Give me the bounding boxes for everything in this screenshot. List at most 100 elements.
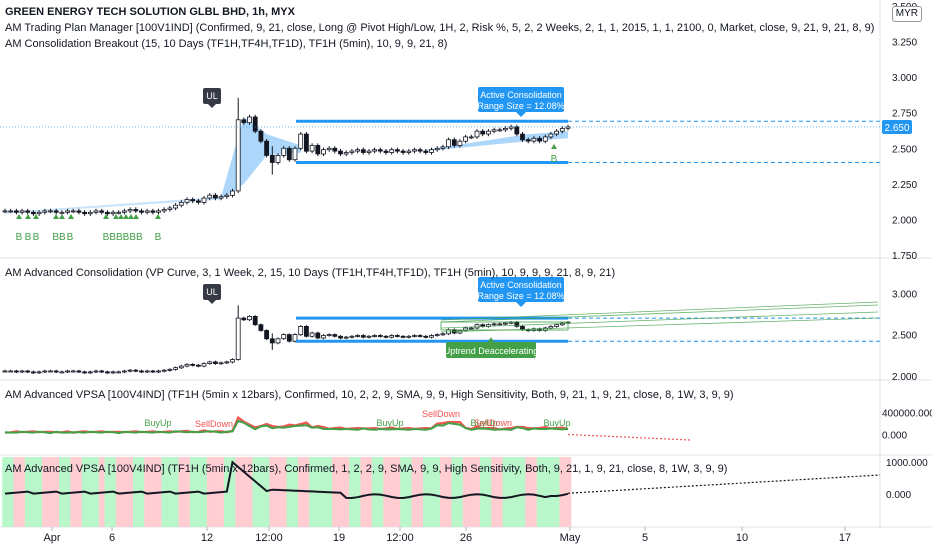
candle-body xyxy=(349,335,355,338)
candle-body xyxy=(195,364,201,367)
candle-body xyxy=(212,194,218,199)
candle-body xyxy=(25,370,31,373)
oscillator-bg-cell xyxy=(263,457,270,527)
candle-body xyxy=(105,371,110,374)
candle-body xyxy=(76,370,82,373)
vpsa-signal-label: BuyUp xyxy=(543,418,570,428)
candle-body xyxy=(292,147,298,161)
candle-body xyxy=(30,211,36,215)
oscillator-bg-cell xyxy=(36,457,43,527)
candle-body xyxy=(42,210,48,213)
candle-body xyxy=(531,137,537,142)
oscillator-bg-cell xyxy=(343,457,350,527)
oscillator-bg-cell xyxy=(64,457,71,527)
ul-marker xyxy=(203,284,221,300)
price-axis-tick: 3.000 xyxy=(892,73,917,84)
oscillator-bg-cell xyxy=(93,457,100,527)
pane4-legend[interactable]: AM Advanced VPSA [100V4IND] (TF1H (5min … xyxy=(5,463,728,475)
oscillator-bg-cell xyxy=(548,457,555,527)
buy-signal-label: B xyxy=(25,232,32,243)
pane2-axis-tick: 3.000 xyxy=(892,289,917,300)
chart-symbol-title: GREEN ENERGY TECH SOLUTION GLBL BHD, 1h,… xyxy=(5,6,295,18)
candle-body xyxy=(394,335,400,337)
oscillator-bg-cell xyxy=(201,457,208,527)
oscillator-bg-cell xyxy=(246,457,253,527)
ul-marker-text: UL xyxy=(206,287,218,297)
volume-projection xyxy=(567,433,691,441)
candle-body xyxy=(525,139,531,142)
currency-badge[interactable]: MYR xyxy=(891,6,922,22)
buy-signal-arrow xyxy=(25,214,31,219)
candle-body xyxy=(127,209,133,212)
oscillator-bg-cell xyxy=(229,457,236,527)
candle-body xyxy=(275,338,281,344)
oscillator-bg-cell xyxy=(292,457,299,527)
pane2-legend[interactable]: AM Advanced Consolidation (VP Curve, 3, … xyxy=(5,267,616,279)
candle-body xyxy=(554,324,559,327)
candle-body xyxy=(400,150,406,153)
oscillator-bg-cell xyxy=(440,457,447,527)
candle-body xyxy=(429,335,434,338)
candle-body xyxy=(542,136,548,142)
candle-body xyxy=(400,335,406,338)
candle-body xyxy=(349,150,355,153)
candle-body xyxy=(440,146,446,149)
candle-body xyxy=(207,361,213,364)
time-axis-label: 19 xyxy=(333,532,345,544)
candle-body xyxy=(326,147,332,151)
volume-axis-tick: 400000.000 xyxy=(882,409,932,420)
candle-body xyxy=(332,147,338,152)
candle-body xyxy=(65,210,70,213)
pane2-consolidation-callout-text: Active Consolidation xyxy=(480,280,562,290)
pane2-consolidation-callout xyxy=(478,277,564,302)
candle-body xyxy=(139,210,144,213)
candle-body xyxy=(184,363,190,367)
candle-body xyxy=(474,130,480,138)
buy-signal-label: B xyxy=(67,232,74,243)
candle-body xyxy=(321,149,326,155)
candle-body xyxy=(247,116,252,124)
candle-body xyxy=(161,209,167,212)
candle-body xyxy=(87,211,93,215)
candle-body xyxy=(212,361,218,364)
candle-body xyxy=(468,136,474,139)
candle-body xyxy=(264,330,270,340)
oscillator-bg-cell xyxy=(525,457,532,527)
oscillator-bg-cell xyxy=(479,457,486,527)
candle-body xyxy=(548,133,554,138)
candle-body xyxy=(201,197,207,203)
price-axis-tick: 2.750 xyxy=(892,109,917,120)
trend-channel-line xyxy=(440,304,879,323)
buy-signal-arrow xyxy=(128,214,134,219)
time-axis-label: 12:00 xyxy=(255,532,283,544)
oscillator-bg-cell xyxy=(400,457,407,527)
oscillator-bg-cell xyxy=(297,457,304,527)
candle-body xyxy=(281,147,287,156)
candle-body xyxy=(264,140,270,156)
oscillator-bg-cell xyxy=(423,457,430,527)
candle-body xyxy=(343,336,349,339)
time-axis-label: May xyxy=(560,532,581,544)
candle-body xyxy=(434,334,440,337)
candle-body xyxy=(122,210,127,213)
candle-body xyxy=(230,190,235,196)
candle-body xyxy=(315,144,321,155)
candle-body xyxy=(275,154,281,163)
candle-body xyxy=(178,201,184,206)
candle-body xyxy=(537,137,542,142)
candle-body xyxy=(70,370,76,373)
candle-body xyxy=(167,368,173,371)
pane2-axis-tick: 2.500 xyxy=(892,331,917,342)
trend-cloud xyxy=(5,196,222,214)
candle-body xyxy=(269,154,275,163)
candle-body xyxy=(508,126,514,129)
candle-body xyxy=(110,371,116,374)
oscillator-bg-cell xyxy=(121,457,128,527)
pane3-legend[interactable]: AM Advanced VPSA [100V4IND] (TF1H (5min … xyxy=(5,389,734,401)
candle-body xyxy=(366,150,372,153)
indicator-trading-plan-legend[interactable]: AM Trading Plan Manager [100V1IND] (Conf… xyxy=(5,22,875,34)
indicator-consolidation-breakout-legend[interactable]: AM Consolidation Breakout (15, 10 Days (… xyxy=(5,38,448,50)
candle-body xyxy=(497,323,503,326)
time-axis-label: 26 xyxy=(460,532,472,544)
ul-marker xyxy=(203,88,221,104)
